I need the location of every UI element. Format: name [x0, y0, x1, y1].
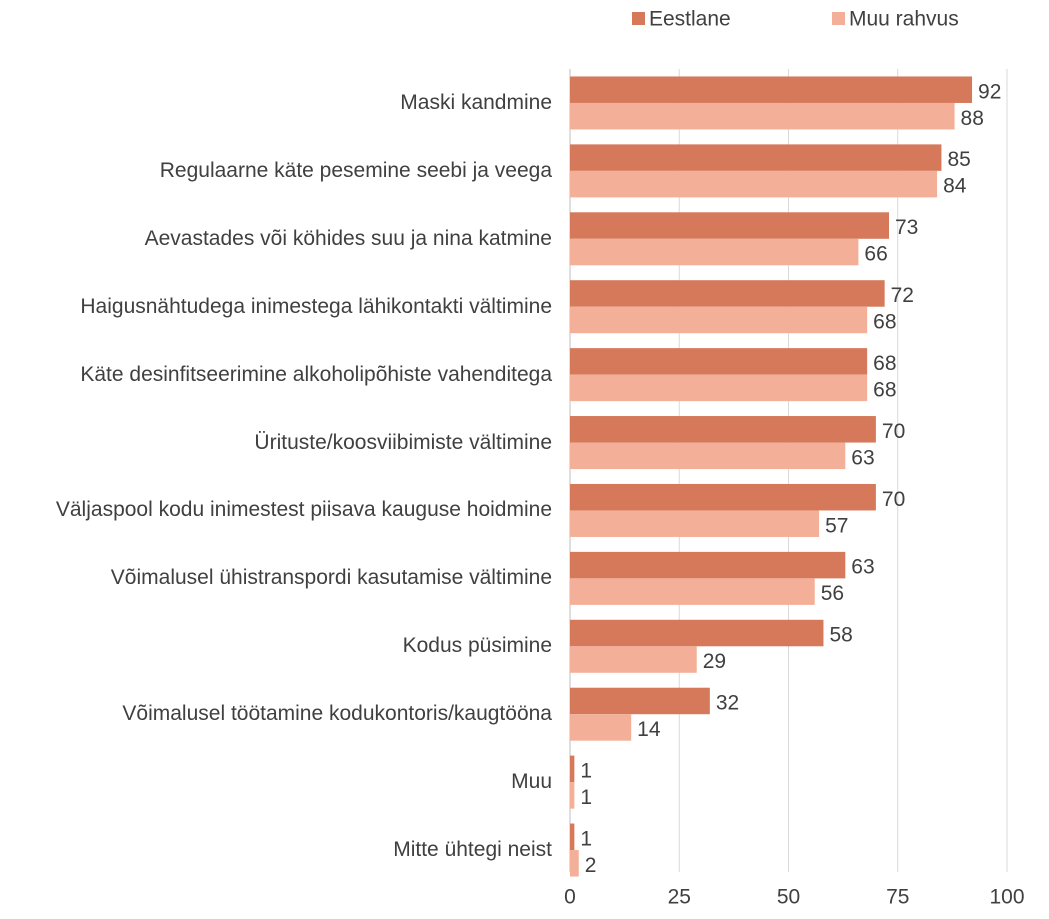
data-label: 68 [873, 311, 896, 334]
category-label-box: Väljaspool kodu inimestest piisava kaugu… [0, 497, 552, 523]
category-label-box: Võimalusel töötamine kodukontoris/kaugtö… [0, 701, 552, 727]
y-tick-label: Muu [511, 770, 552, 794]
bar [570, 238, 859, 266]
category-label-box: Regulaarne käte pesemine seebi ja veega [0, 158, 552, 184]
y-tick-label: Võimalusel töötamine kodukontoris/kaugtö… [122, 702, 552, 726]
bar [570, 348, 868, 375]
bar [570, 212, 890, 239]
data-label: 92 [978, 80, 1001, 103]
x-tick-label: 25 [668, 886, 691, 909]
bar [570, 102, 955, 130]
category-label-box: Käte desinfitseerimine alkoholipõhiste v… [0, 362, 552, 388]
bar [570, 782, 575, 809]
y-tick-label: Haigusnähtudega inimestega lähikontakti … [80, 294, 552, 318]
bar [570, 510, 820, 537]
category-label-box: Võimalusel ühistranspordi kasutamise väl… [0, 565, 552, 591]
bar [570, 442, 846, 470]
data-label: 1 [580, 786, 592, 809]
bar [570, 823, 575, 851]
y-tick-label: Mitte ühtegi neist [393, 838, 552, 862]
y-tick-label: Regulaarne käte pesemine seebi ja veega [159, 158, 552, 182]
data-label: 14 [637, 718, 661, 741]
data-label: 29 [703, 650, 726, 673]
x-tick-label: 75 [886, 886, 909, 909]
bar [570, 755, 575, 783]
bar [570, 619, 824, 647]
legend-label: Eestlane [649, 8, 731, 31]
data-label: 84 [943, 175, 967, 198]
x-tick-label: 100 [989, 886, 1024, 909]
y-tick-label: Väljaspool kodu inimestest piisava kaugu… [55, 498, 552, 522]
category-label-box: Mitte ühtegi neist [0, 837, 552, 863]
bar [570, 551, 846, 579]
bar [570, 170, 938, 198]
data-label: 63 [851, 556, 874, 579]
data-label: 1 [580, 827, 592, 850]
data-label: 1 [580, 759, 592, 782]
category-label-box: Aevastades või köhides suu ja nina katmi… [0, 226, 552, 252]
category-label-box: Maski kandmine [0, 90, 552, 116]
bar [570, 76, 973, 103]
bar [570, 416, 876, 443]
y-tick-label: Kodus püsimine [402, 634, 552, 658]
category-label-box: Muu [0, 769, 552, 795]
bar [570, 144, 942, 171]
x-tick-label: 0 [564, 886, 576, 909]
category-label-box: Kodus püsimine [0, 633, 552, 659]
data-label: 66 [864, 243, 887, 266]
data-label: 88 [961, 107, 984, 130]
bar [570, 483, 876, 511]
bar [570, 306, 868, 334]
y-tick-label: Võimalusel ühistranspordi kasutamise väl… [110, 566, 552, 590]
category-label-box: Ürituste/koosviibimiste vältimine [0, 430, 552, 456]
data-label: 58 [829, 624, 852, 647]
bar [570, 578, 815, 605]
y-tick-label: Maski kandmine [400, 90, 552, 114]
y-tick-label: Käte desinfitseerimine alkoholipõhiste v… [80, 362, 552, 386]
bar [570, 280, 885, 307]
bar [570, 646, 697, 673]
bar [570, 714, 632, 741]
data-label: 72 [891, 284, 914, 307]
bar [570, 374, 868, 402]
bar [570, 687, 710, 715]
y-tick-label: Ürituste/koosviibimiste vältimine [254, 430, 552, 454]
legend-swatch [632, 12, 645, 25]
data-label: 68 [873, 352, 896, 375]
data-label: 70 [882, 420, 905, 443]
data-label: 70 [882, 488, 905, 511]
data-label: 32 [716, 692, 739, 715]
x-tick-label: 50 [777, 886, 800, 909]
data-label: 63 [851, 446, 874, 469]
y-tick-label: Aevastades või köhides suu ja nina katmi… [144, 226, 552, 250]
data-label: 85 [947, 148, 970, 171]
data-label: 56 [821, 582, 844, 605]
legend-label: Muu rahvus [849, 8, 959, 31]
data-label: 2 [585, 854, 597, 877]
data-label: 73 [895, 216, 918, 239]
data-label: 57 [825, 514, 848, 537]
legend-swatch [832, 12, 845, 25]
bar [570, 850, 579, 877]
category-label-box: Haigusnähtudega inimestega lähikontakti … [0, 294, 552, 320]
data-label: 68 [873, 378, 896, 401]
